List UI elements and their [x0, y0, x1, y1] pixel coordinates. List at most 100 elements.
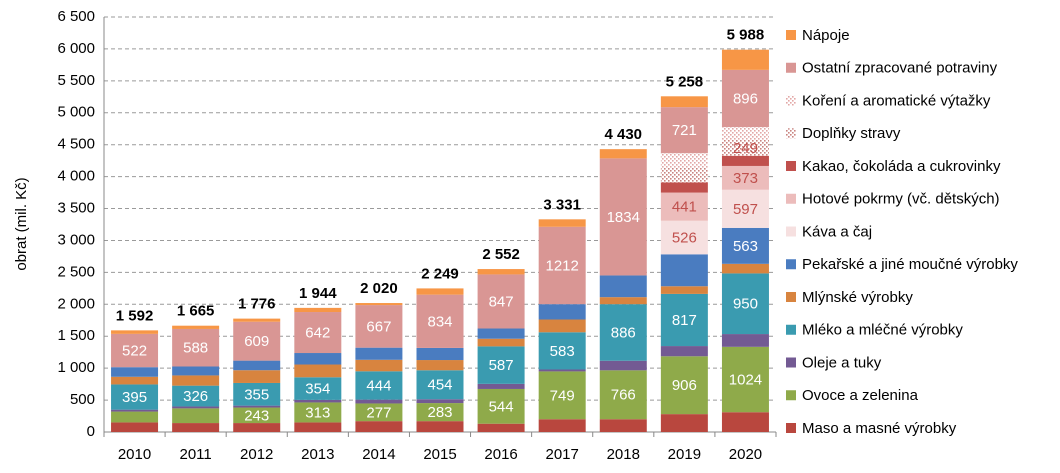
legend-label: Koření a aromatické výtažky [802, 92, 991, 109]
bar-segment [111, 384, 159, 410]
bar-segment [721, 139, 769, 156]
bar-segment [721, 346, 769, 413]
x-tick-label: 2016 [484, 446, 517, 463]
legend-swatch [786, 193, 796, 204]
bar-segment [599, 297, 647, 305]
bar-segment [660, 286, 708, 294]
bar-segment [416, 399, 464, 404]
y-tick-label: 0 [87, 423, 95, 440]
bar-segment [599, 275, 647, 298]
value-label: 950 [733, 296, 758, 313]
value-label: 749 [550, 387, 575, 404]
value-label: 834 [427, 313, 452, 330]
legend-label: Hotové pokrmy (vč. dětských) [802, 191, 1000, 208]
value-label: 886 [611, 324, 636, 341]
y-tick-label: 2 500 [57, 263, 95, 280]
bar-segment [660, 107, 708, 154]
total-label: 3 331 [543, 196, 581, 213]
value-label: 766 [611, 387, 636, 404]
bar-segment [599, 360, 647, 371]
y-axis-label: obrat (mil. Kč) [13, 177, 30, 270]
total-label: 5 988 [727, 27, 765, 44]
x-tick-label: 2018 [607, 446, 640, 463]
bar-segment [355, 347, 403, 360]
y-tick-label: 2 000 [57, 295, 95, 312]
y-tick-label: 6 500 [57, 8, 95, 25]
legend-swatch [786, 128, 796, 139]
value-label: 563 [733, 238, 758, 255]
bar-segment [538, 332, 586, 370]
bar-segment [355, 359, 403, 372]
bar-segment [660, 414, 708, 432]
y-tick-label: 1 000 [57, 359, 95, 376]
bar-segment [538, 226, 586, 305]
bar-segment [538, 219, 586, 227]
value-label: 588 [183, 340, 208, 357]
value-label: 526 [672, 229, 697, 246]
legend-label: Pekařské a jiné moučné výrobky [802, 256, 1018, 273]
bar-segment [660, 293, 708, 347]
bar-segment [172, 325, 220, 329]
value-label: 354 [305, 381, 330, 398]
legend-label: Mlýnské výrobky [802, 289, 913, 306]
value-label: 583 [550, 343, 575, 360]
bar-segment [721, 49, 769, 70]
bar-segment [111, 409, 159, 412]
value-label: 906 [672, 377, 697, 394]
bar-segment [721, 334, 769, 347]
value-label: 373 [733, 170, 758, 187]
y-tick-label: 4 000 [57, 168, 95, 185]
legend-swatch [786, 259, 796, 270]
value-label: 609 [244, 333, 269, 350]
value-label: 454 [427, 377, 452, 394]
legend-label: Káva a čaj [802, 223, 872, 240]
value-label: 847 [489, 293, 514, 310]
bar-segment [721, 69, 769, 128]
legend-swatch [786, 226, 796, 237]
value-label: 544 [489, 398, 514, 415]
y-tick-label: 3 000 [57, 231, 95, 248]
y-tick-label: 1 500 [57, 327, 95, 344]
total-label: 4 430 [604, 126, 642, 143]
value-label: 667 [366, 318, 391, 335]
bar-segment [111, 330, 159, 334]
value-label: 249 [733, 140, 758, 157]
value-label: 817 [672, 312, 697, 329]
x-tick-label: 2012 [240, 446, 273, 463]
value-label: 522 [122, 343, 147, 360]
value-label: 721 [672, 122, 697, 139]
bar-segment [294, 377, 342, 400]
legend-swatch [786, 357, 796, 368]
x-tick-label: 2014 [362, 446, 395, 463]
legend-label: Nápoje [802, 27, 850, 44]
bar-segment [660, 254, 708, 287]
legend-label: Maso a masné výrobky [802, 420, 957, 437]
x-tick-label: 2013 [301, 446, 334, 463]
bar-segment [599, 419, 647, 432]
total-label: 1 776 [238, 296, 276, 313]
bar-segment [477, 274, 525, 329]
bar-segment [233, 405, 281, 408]
total-label: 1 944 [299, 285, 337, 302]
bar-segment [721, 412, 769, 432]
bar-segment [477, 269, 525, 275]
bar-segment [416, 294, 464, 348]
bar-segment [172, 385, 220, 407]
legend-swatch [786, 423, 796, 433]
value-label: 355 [244, 386, 269, 403]
y-tick-label: 4 500 [57, 136, 95, 153]
bar-segment [416, 347, 464, 361]
bar-segment [416, 421, 464, 432]
total-label: 5 258 [666, 73, 704, 90]
bar-segment [172, 366, 220, 376]
y-tick-label: 5 500 [57, 72, 95, 89]
legend-label: Kakao, čokoláda a cukrovinky [802, 158, 1001, 175]
value-label: 243 [244, 407, 269, 424]
bar-segment [294, 364, 342, 378]
bar-segment [477, 328, 525, 339]
bar-segment [355, 371, 403, 400]
bar-segment [294, 399, 342, 403]
bar-segment [660, 182, 708, 193]
total-label: 2 249 [421, 265, 459, 282]
x-tick-label: 2015 [423, 446, 456, 463]
